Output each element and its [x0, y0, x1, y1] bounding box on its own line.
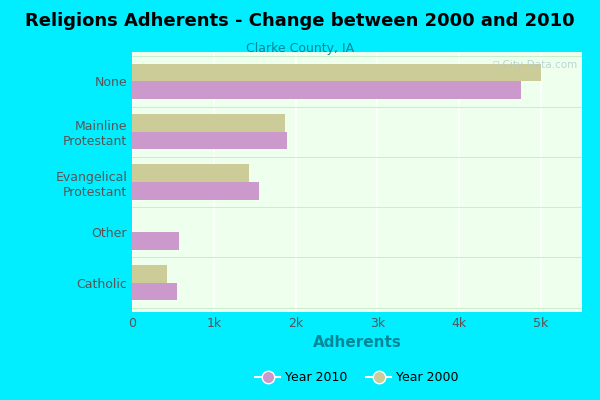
Bar: [132, 164, 249, 182]
X-axis label: Adherents: Adherents: [313, 336, 401, 350]
Bar: [132, 232, 179, 250]
Bar: [132, 265, 167, 282]
Bar: [132, 114, 285, 132]
Bar: [132, 82, 521, 99]
Legend: Year 2010, Year 2000: Year 2010, Year 2000: [250, 366, 464, 389]
Bar: [132, 132, 287, 149]
Text: ⓘ City-Data.com: ⓘ City-Data.com: [493, 60, 577, 70]
Bar: [132, 64, 541, 82]
Bar: [132, 182, 259, 200]
Text: Religions Adherents - Change between 2000 and 2010: Religions Adherents - Change between 200…: [25, 12, 575, 30]
Bar: [132, 282, 177, 300]
Text: Clarke County, IA: Clarke County, IA: [246, 42, 354, 55]
